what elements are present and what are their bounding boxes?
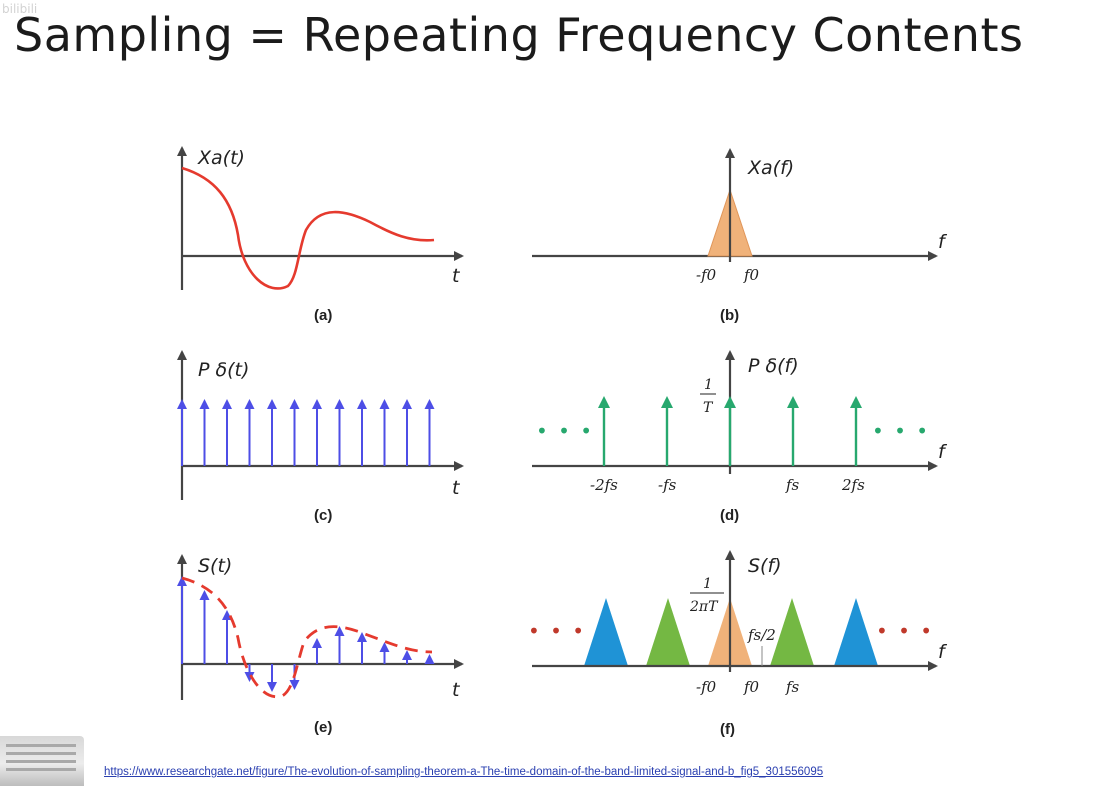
f-half-label: fs/2 <box>747 626 776 644</box>
panel-e: S(t) t (e) <box>177 554 464 736</box>
e-envelope-curve <box>181 576 433 699</box>
c-ylabel: P δ(t) <box>198 359 249 381</box>
b-tick-pos: f0 <box>743 266 760 284</box>
c-caption: (c) <box>314 507 332 524</box>
f-height-den: 2πT <box>689 599 719 615</box>
b-caption: (b) <box>720 307 739 324</box>
panel-b: Xa(f) f -f0 f0 (b) <box>532 148 948 324</box>
d-height-num: 1 <box>704 377 713 393</box>
panel-d: • • • • • • 1 T P δ(f) f -2fs -fs fs 2fs… <box>532 350 948 524</box>
f-alias-green-right <box>770 598 814 666</box>
f-alias-blue-right <box>834 598 878 666</box>
f-height-num: 1 <box>703 576 712 592</box>
d-dots-left: • • • <box>536 419 594 443</box>
f-caption: (f) <box>720 721 735 738</box>
f-tick-f0: f0 <box>743 678 760 696</box>
f-tick-negf0: -f0 <box>696 678 717 696</box>
a-ylabel: Xa(t) <box>197 147 245 169</box>
d-height-den: T <box>703 400 714 416</box>
d-caption: (d) <box>720 507 739 524</box>
d-xlabel: f <box>938 441 948 463</box>
d-tick-2fs: 2fs <box>841 476 865 494</box>
f-alias-green-left <box>646 598 690 666</box>
source-link[interactable]: https://www.researchgate.net/figure/The-… <box>104 766 824 778</box>
f-dots-right: • • • <box>876 619 934 643</box>
f-xlabel: f <box>938 641 948 663</box>
b-xlabel: f <box>938 231 948 253</box>
f-ylabel: S(f) <box>748 555 782 577</box>
d-ylabel: P δ(f) <box>748 355 799 377</box>
f-alias-blue-left <box>584 598 628 666</box>
panel-c: P δ(t) t (c) <box>177 350 464 524</box>
e-xlabel: t <box>452 679 461 701</box>
slide-title: Sampling = Repeating Frequency Contents <box>14 8 1024 62</box>
e-caption: (e) <box>314 719 332 736</box>
a-xlabel: t <box>452 265 461 287</box>
webcam-thumbnail <box>0 736 84 786</box>
f-tick-fs: fs <box>785 678 800 696</box>
c-impulse-train <box>177 399 435 466</box>
e-sampled-signal <box>177 576 435 692</box>
f-dots-left: • • • <box>528 619 586 643</box>
a-caption: (a) <box>314 307 332 324</box>
d-impulse-comb <box>598 396 862 466</box>
c-xlabel: t <box>452 477 461 499</box>
b-ylabel: Xa(f) <box>747 157 794 179</box>
b-tick-neg: -f0 <box>696 266 717 284</box>
d-tick-fs: fs <box>785 476 800 494</box>
d-tick-neg2fs: -2fs <box>590 476 618 494</box>
panel-f: • • • • • • 1 2πT fs/2 S(f) f -f0 f0 fs … <box>528 550 948 738</box>
d-dots-right: • • • <box>872 419 930 443</box>
watermark: bilibili <box>2 2 38 16</box>
panel-a: Xa(t) t (a) <box>177 146 464 324</box>
e-ylabel: S(t) <box>198 555 232 577</box>
a-signal-curve <box>181 166 435 290</box>
d-tick-negfs: -fs <box>658 476 677 494</box>
